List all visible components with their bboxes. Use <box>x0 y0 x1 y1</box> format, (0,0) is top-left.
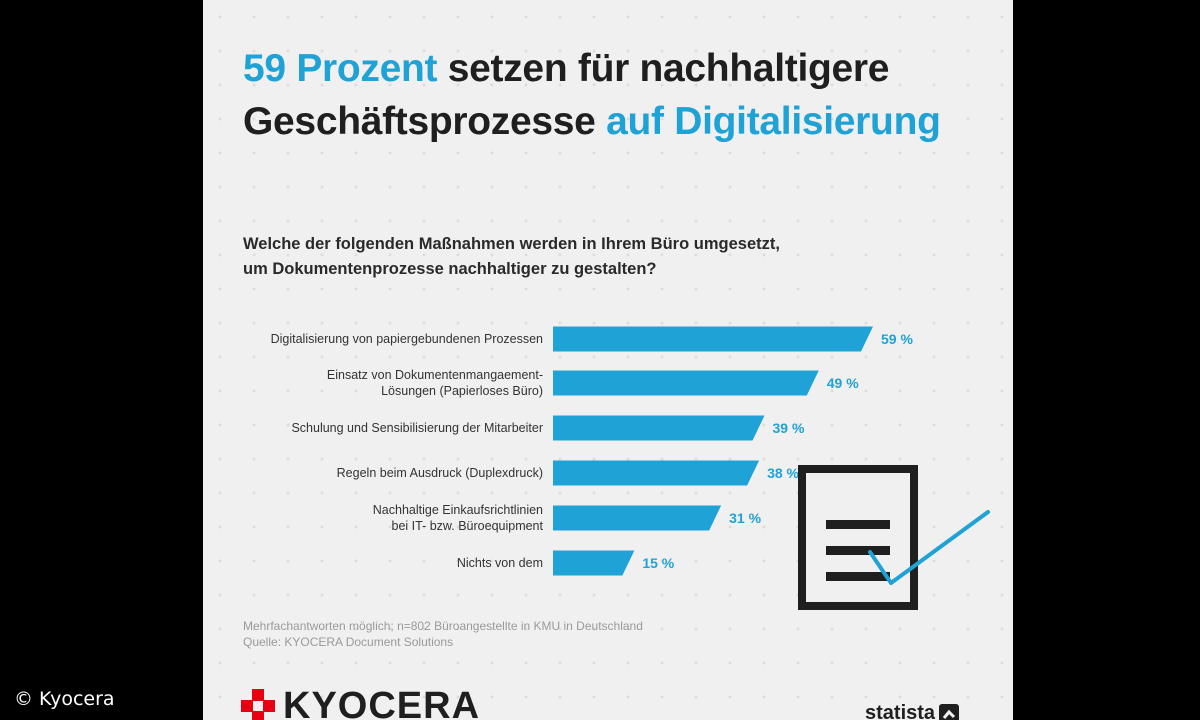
kyocera-logo-icon <box>241 689 275 720</box>
bar-2 <box>553 415 765 441</box>
bar-4 <box>553 505 722 531</box>
category-label-5: Nichts von dem <box>457 556 543 570</box>
survey-question-line-2: um Dokumentenprozesse nachhaltiger zu ge… <box>243 260 657 278</box>
bar-3 <box>553 460 760 486</box>
category-label-3: Regeln beim Ausdruck (Duplexdruck) <box>337 466 543 480</box>
bars-layer: 59 % Digitalisierung von papiergebundenen… <box>271 326 913 576</box>
headline-highlight-digital: auf Digitalisierung <box>606 100 941 143</box>
value-label-0: 59 % <box>881 331 913 347</box>
infographic-panel: 59 Prozent setzen für nachhaltigere Gesc… <box>203 0 1013 720</box>
headline-highlight-percent: 59 Prozent <box>243 47 438 90</box>
bar-1 <box>553 370 819 396</box>
value-label-4: 31 % <box>729 510 761 526</box>
category-label-4-line-1: bei IT- bzw. Büroequipment <box>392 519 544 533</box>
footnote-line-2: Quelle: KYOCERA Document Solutions <box>243 635 454 649</box>
statista-logo-icon <box>939 703 960 720</box>
statista-brand: statista <box>865 702 960 720</box>
category-label-4-line-0: Nachhaltige Einkaufsrichtlinien <box>373 503 543 517</box>
bar-0 <box>553 326 873 352</box>
value-label-5: 15 % <box>642 555 674 571</box>
value-label-1: 49 % <box>827 375 859 391</box>
category-label-0: Digitalisierung von papiergebundenen Pro… <box>271 332 543 346</box>
survey-question: Welche der folgenden Maßnahmen werden in… <box>243 232 943 282</box>
category-label-1-line-0: Einsatz von Dokumentenmangaement- <box>327 368 543 382</box>
category-label-1-line-1: Lösungen (Papierloses Büro) <box>381 384 543 398</box>
bar-5 <box>553 550 635 576</box>
footnote-line-1: Mehrfachantworten möglich; n=802 Büroang… <box>243 619 643 633</box>
kyocera-wordmark: KYOCERA <box>283 684 481 720</box>
value-label-3: 38 % <box>767 465 799 481</box>
footnote: Mehrfachantworten möglich; n=802 Büroang… <box>243 618 643 650</box>
category-label-2: Schulung und Sensibilisierung der Mitarb… <box>291 421 543 435</box>
kyocera-brand: KYOCERA <box>241 684 481 720</box>
headline: 59 Prozent setzen für nachhaltigere Gesc… <box>243 42 983 148</box>
document-check-icon <box>798 465 990 610</box>
survey-question-line-1: Welche der folgenden Maßnahmen werden in… <box>243 235 780 253</box>
statista-wordmark: statista <box>865 702 936 720</box>
headline-text: setzen für nachhaltigere Geschäftsprozes… <box>243 47 890 143</box>
bar-chart: 59 % Digitalisierung von papiergebundenen… <box>271 326 990 610</box>
image-credit: © Kyocera <box>14 688 115 710</box>
value-label-2: 39 % <box>773 420 805 436</box>
